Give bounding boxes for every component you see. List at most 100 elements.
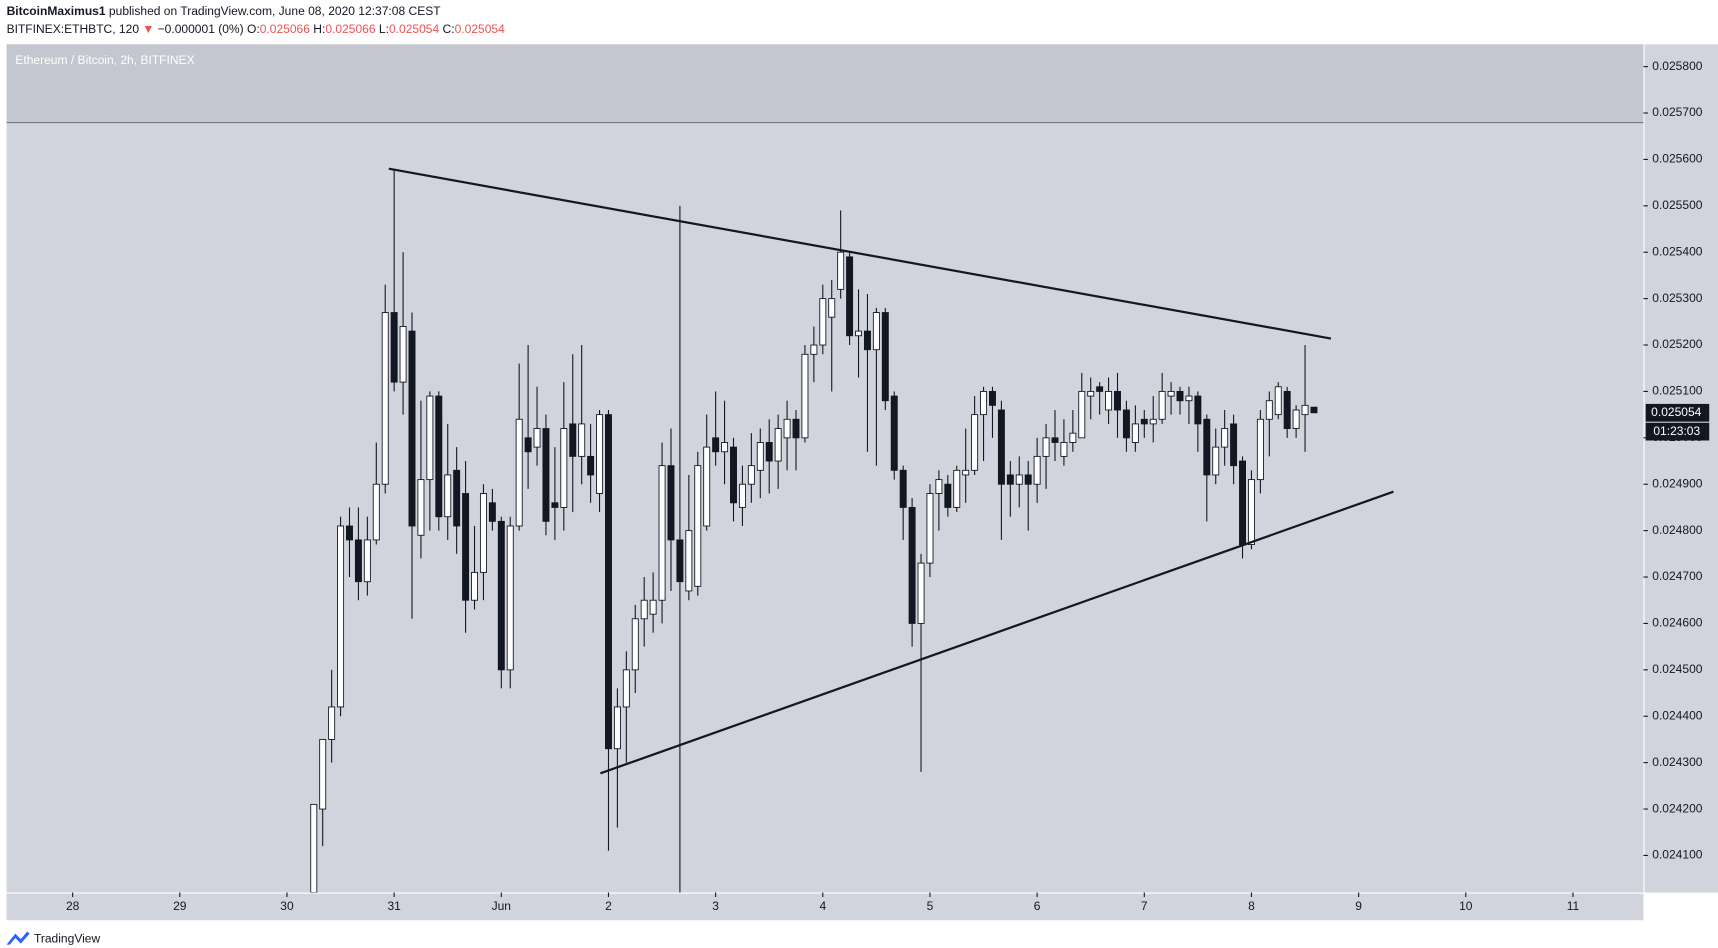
candle-body xyxy=(471,571,478,601)
candle-body xyxy=(578,423,586,457)
price-axis xyxy=(1643,44,1718,893)
candle-body xyxy=(1256,418,1264,481)
candle-body xyxy=(1158,390,1166,420)
candle-body xyxy=(1051,437,1059,443)
y-tick-label: 0.025500 xyxy=(1652,198,1702,212)
candle-body xyxy=(310,803,318,893)
candle-body xyxy=(738,483,746,508)
candle-body xyxy=(980,390,988,416)
candle-body xyxy=(1221,428,1229,448)
candle-body xyxy=(587,455,595,476)
candle-body xyxy=(881,312,889,402)
arrow: ▼ xyxy=(142,22,154,36)
candle-body xyxy=(1239,460,1246,545)
footer-brand: TradingView xyxy=(34,931,100,945)
logo xyxy=(6,931,30,945)
candle-body xyxy=(399,326,407,383)
y-tick-label: 0.024200 xyxy=(1652,801,1702,815)
candle-body xyxy=(1096,386,1104,392)
candle-body xyxy=(1114,390,1121,411)
candle-body xyxy=(1230,423,1238,467)
candle-body xyxy=(1024,474,1032,485)
trendline xyxy=(600,490,1394,775)
candle-body xyxy=(1087,390,1095,397)
candle-body xyxy=(935,479,943,494)
high-label: H: xyxy=(313,22,325,36)
candle-body xyxy=(560,428,568,508)
plot-marks xyxy=(310,167,1394,893)
candle-body xyxy=(801,353,809,439)
candle-body xyxy=(828,298,836,318)
chart-title: Ethereum / Bitcoin, 2h, BITFINEX xyxy=(15,53,194,67)
x-tick-label: 2 xyxy=(605,899,612,913)
y-tick-label: 0.025700 xyxy=(1652,105,1702,119)
x-tick-label: Jun xyxy=(492,899,511,913)
candle-body xyxy=(971,414,979,471)
candle-body xyxy=(1042,437,1050,457)
candle-body xyxy=(1006,474,1014,485)
y-tick-label: 0.025800 xyxy=(1652,59,1702,73)
candle-body xyxy=(551,502,559,508)
y-tick-label: 0.025400 xyxy=(1652,244,1702,258)
x-tick-label: 11 xyxy=(1567,899,1580,913)
candle-body xyxy=(622,669,630,708)
candle-body xyxy=(837,251,845,290)
high: 0.025066 xyxy=(325,22,375,36)
candle-body xyxy=(810,344,818,355)
candle-body xyxy=(1033,455,1041,485)
candle-body xyxy=(1247,479,1255,545)
candle-body xyxy=(640,599,648,620)
candle-body xyxy=(462,493,470,601)
candle-body xyxy=(997,409,1005,485)
x-tick-label: 8 xyxy=(1248,899,1255,913)
candle-body xyxy=(917,562,925,624)
last-price-badge xyxy=(1645,403,1710,422)
candle-body xyxy=(1274,386,1282,416)
candle-body xyxy=(819,298,827,346)
candle-body xyxy=(1167,390,1175,397)
candle-body xyxy=(1122,409,1130,439)
candle-body xyxy=(730,446,737,504)
y-tick-label: 0.024800 xyxy=(1652,523,1702,537)
header-line-2: BITFINEX:ETHBTC, 120 ▼ −0.000001 (0%) O:… xyxy=(7,22,505,36)
y-tick-label: 0.025300 xyxy=(1652,291,1702,305)
published: published on TradingView.com, June 08, 2… xyxy=(109,4,441,18)
candle-body xyxy=(569,423,577,457)
close-label: C: xyxy=(443,22,455,36)
candle-body xyxy=(658,465,666,601)
author: BitcoinMaximus1 xyxy=(7,4,106,18)
x-tick-label: 4 xyxy=(819,899,826,913)
candle-body xyxy=(989,390,996,406)
candle-body xyxy=(774,428,782,462)
candle-body xyxy=(488,502,496,522)
y-tick-label: 0.025600 xyxy=(1652,152,1702,166)
x-tick-label: 9 xyxy=(1355,899,1362,913)
y-tick-label: 0.024100 xyxy=(1652,848,1702,862)
candle-body xyxy=(524,437,532,453)
candle-body xyxy=(435,395,443,518)
candle-body xyxy=(631,618,639,671)
candle-body xyxy=(863,330,871,351)
candle-body xyxy=(426,395,434,481)
candle-body xyxy=(1131,423,1139,443)
candle-body xyxy=(506,525,514,671)
candle-body xyxy=(479,493,487,573)
candle-body xyxy=(408,330,416,527)
candle-body xyxy=(337,525,345,708)
countdown-label: 01:23:03 xyxy=(1653,424,1700,438)
x-tick-label: 3 xyxy=(712,899,719,913)
close: 0.025054 xyxy=(455,22,505,36)
candle-body xyxy=(694,465,702,587)
y-tick-label: 0.025100 xyxy=(1652,384,1702,398)
candle-body xyxy=(453,469,461,527)
candle-body xyxy=(1301,404,1309,416)
candle-body xyxy=(1015,474,1023,485)
countdown-badge xyxy=(1645,422,1710,441)
candle-body xyxy=(533,428,541,448)
candle-body xyxy=(1105,390,1113,411)
candle-body xyxy=(1310,406,1318,414)
y-tick-label: 0.024500 xyxy=(1652,662,1702,676)
candle-body xyxy=(1069,432,1077,443)
candle-body xyxy=(1194,395,1202,425)
